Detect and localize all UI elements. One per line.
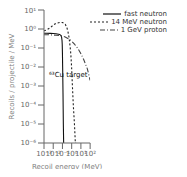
svg-text:10⁻¹: 10⁻¹ xyxy=(21,44,37,52)
svg-text:10⁻⁶: 10⁻⁶ xyxy=(21,139,37,147)
svg-text:10⁻³: 10⁻³ xyxy=(21,82,37,90)
svg-text:10¹: 10¹ xyxy=(24,8,36,14)
svg-text:10²: 10² xyxy=(84,150,96,158)
svg-text:10¹: 10¹ xyxy=(75,150,87,158)
html-text:14 MeV neutron: 14 MeV neutron xyxy=(111,18,167,26)
svg-text:10⁻²: 10⁻² xyxy=(45,150,61,158)
svg-text:10⁻⁵: 10⁻⁵ xyxy=(21,120,37,128)
svg-text:⁶³Cu target: ⁶³Cu target xyxy=(49,71,88,79)
svg-text:10⁻²: 10⁻² xyxy=(21,63,37,71)
svg-text:10⁻¹: 10⁻¹ xyxy=(54,150,71,158)
svg-text:Recoils / projectile / MeV: Recoils / projectile / MeV xyxy=(8,33,16,119)
svg-text:10⁰: 10⁰ xyxy=(65,150,78,158)
svg-text:10⁻⁴: 10⁻⁴ xyxy=(21,101,37,109)
html-text:1 GeV proton: 1 GeV proton xyxy=(120,26,167,34)
svg-text:10⁻³: 10⁻³ xyxy=(36,150,52,158)
html-text:fast neutron: fast neutron xyxy=(124,10,167,18)
svg-text:Recoil energy (MeV): Recoil energy (MeV) xyxy=(32,163,103,169)
svg-text:10⁰: 10⁰ xyxy=(24,25,36,33)
